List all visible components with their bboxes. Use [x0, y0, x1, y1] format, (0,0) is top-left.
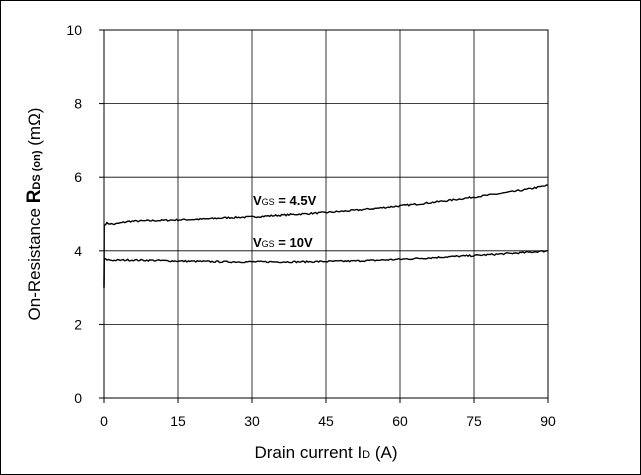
series-label-1: VGS = 10V	[253, 235, 313, 250]
x-tick-label-6: 90	[540, 413, 556, 429]
x-axis-label: Drain current ID (A)	[254, 443, 397, 462]
y-tick-label-5: 10	[66, 22, 82, 38]
y-tick-label-3: 6	[74, 169, 82, 185]
series-line-0	[103, 184, 549, 288]
x-tick-label-1: 15	[170, 413, 186, 429]
y-tick-label-0: 0	[74, 390, 82, 406]
x-tick-label-4: 60	[392, 413, 408, 429]
y-tick-label-2: 4	[74, 243, 82, 259]
series-line-1	[103, 249, 549, 288]
x-tick-label-0: 0	[100, 413, 108, 429]
x-tick-label-3: 45	[318, 413, 334, 429]
y-tick-label-1: 2	[74, 316, 82, 332]
series-label-0: VGS = 4.5V	[253, 193, 317, 208]
y-tick-label-4: 8	[74, 96, 82, 112]
x-tick-label-5: 75	[466, 413, 482, 429]
x-tick-label-2: 30	[244, 413, 260, 429]
y-axis-label: On-Resistance RDS (on) (mΩ)	[24, 108, 45, 321]
